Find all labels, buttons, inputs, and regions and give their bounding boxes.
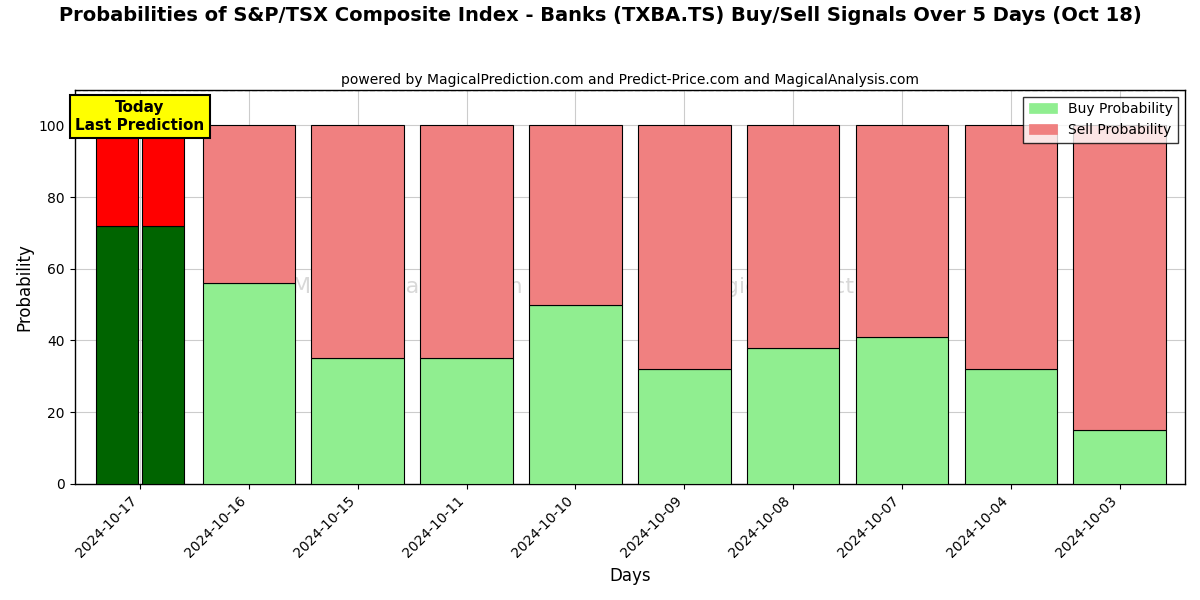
Text: MagicalAnalysis.com: MagicalAnalysis.com — [292, 277, 523, 296]
Bar — [1074, 125, 1166, 430]
Bar — [746, 125, 839, 347]
Bar — [638, 125, 731, 369]
Bar — [965, 369, 1057, 484]
Bar — [312, 125, 404, 358]
Bar — [312, 358, 404, 484]
Bar — [746, 347, 839, 484]
Bar — [142, 226, 184, 484]
Bar — [203, 283, 295, 484]
Bar — [856, 337, 948, 484]
Bar — [96, 125, 138, 226]
Text: Today
Last Prediction: Today Last Prediction — [76, 100, 204, 133]
Legend: Buy Probability, Sell Probability: Buy Probability, Sell Probability — [1024, 97, 1178, 143]
Bar — [420, 358, 512, 484]
Bar — [142, 125, 184, 226]
Bar — [203, 125, 295, 283]
Text: MagicalPrediction.com: MagicalPrediction.com — [694, 277, 944, 296]
Bar — [965, 125, 1057, 369]
Bar — [96, 226, 138, 484]
Bar — [1074, 430, 1166, 484]
Y-axis label: Probability: Probability — [16, 243, 34, 331]
Text: Probabilities of S&P/TSX Composite Index - Banks (TXBA.TS) Buy/Sell Signals Over: Probabilities of S&P/TSX Composite Index… — [59, 6, 1141, 25]
Bar — [529, 305, 622, 484]
Bar — [420, 125, 512, 358]
Bar — [529, 125, 622, 305]
X-axis label: Days: Days — [610, 567, 650, 585]
Title: powered by MagicalPrediction.com and Predict-Price.com and MagicalAnalysis.com: powered by MagicalPrediction.com and Pre… — [341, 73, 919, 87]
Bar — [638, 369, 731, 484]
Bar — [856, 125, 948, 337]
